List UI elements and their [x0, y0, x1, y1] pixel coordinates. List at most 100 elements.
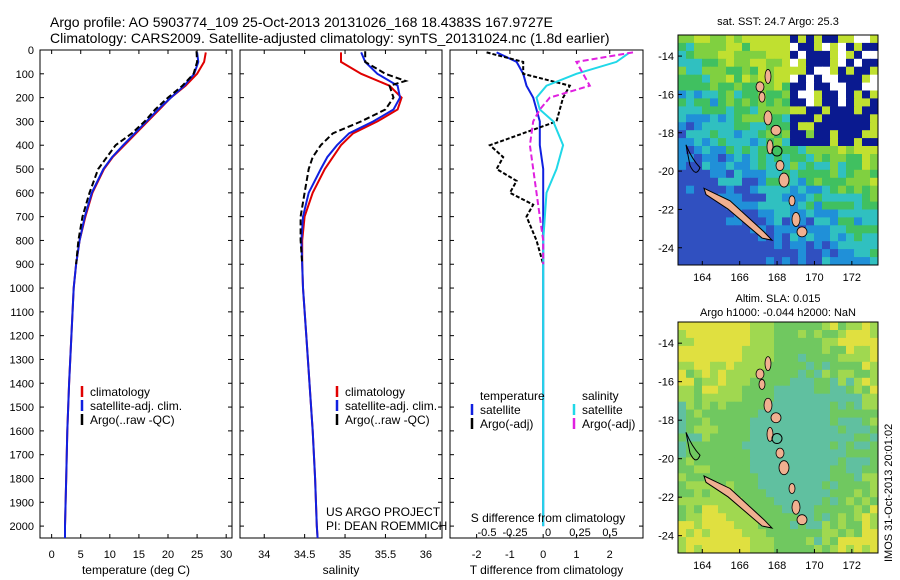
s-tick-label: 0 [545, 527, 551, 539]
legend-label: climatology [345, 385, 405, 399]
difference-profile-xlabel: T difference from climatology [470, 563, 624, 577]
lon-tick-label: 168 [768, 272, 786, 284]
series-salinity-argo-adj- [528, 51, 634, 265]
depth-tick-label: 0 [28, 45, 34, 57]
lat-tick-label: -20 [658, 166, 674, 178]
lon-tick-label: 164 [693, 272, 711, 284]
lat-tick-label: -14 [658, 338, 674, 350]
salinity-profile-frame [239, 49, 443, 539]
x-tick-label: 15 [133, 549, 145, 561]
lat-tick-label: -18 [658, 128, 674, 140]
depth-tick-label: 200 [16, 93, 34, 105]
lat-tick-label: -22 [658, 204, 674, 216]
legend-label: Argo(-adj) [480, 417, 533, 431]
island [791, 499, 801, 515]
lat-tick-label: -20 [658, 454, 674, 466]
depth-tick-label: 1700 [10, 450, 34, 462]
x-tick-label: 35 [339, 549, 351, 561]
lon-tick-label: 166 [731, 272, 749, 284]
depth-tick-label: 1800 [10, 473, 34, 485]
x-tick-label: 30 [220, 549, 232, 561]
lon-tick-label: 170 [805, 560, 823, 572]
lon-tick-label: 170 [805, 272, 823, 284]
sla-map-group [677, 321, 879, 554]
depth-tick-label: 1600 [10, 426, 34, 438]
s-tick-label: 0.25 [569, 527, 590, 539]
difference-xlabel-top: S difference from climatology [471, 511, 626, 525]
x-tick-label: 34 [258, 549, 270, 561]
legend-label: Argo(..raw -QC) [345, 413, 430, 427]
legend-label: satellite [582, 403, 623, 417]
island-new-caledonia [703, 187, 774, 241]
title-line-2: Climatology: CARS2009. Satellite-adjuste… [50, 30, 610, 46]
series-satellite-adj-clim- [64, 52, 200, 538]
annotation-line-2: PI: DEAN ROEMMICH [326, 519, 447, 533]
series-climatology [64, 52, 207, 538]
depth-tick-label: 1200 [10, 331, 34, 343]
lat-tick-label: -22 [658, 492, 674, 504]
depth-tick-label: 1500 [10, 402, 34, 414]
island [788, 483, 796, 494]
series-salinity-satellite [535, 51, 631, 527]
imos-timestamp-label: IMOS 31-Oct-2013 20:01:02 [883, 423, 895, 562]
series-temperature-satellite [496, 51, 545, 527]
depth-tick-label: 700 [16, 212, 34, 224]
lat-tick-label: -18 [658, 415, 674, 427]
island [764, 356, 772, 372]
x-tick-label: 1 [573, 549, 579, 561]
island [766, 426, 774, 442]
depth-tick-label: 500 [16, 164, 34, 176]
argo-position-marker [771, 433, 783, 445]
legend-label: satellite [480, 403, 521, 417]
island [755, 81, 765, 93]
depth-tick-label: 1100 [10, 307, 34, 319]
depth-tick-label: 2000 [10, 521, 34, 533]
x-tick-label: 0 [49, 549, 55, 561]
island [763, 397, 773, 413]
island [788, 195, 796, 207]
lon-tick-label: 164 [693, 560, 711, 572]
legend-label: satellite-adj. clim. [345, 399, 437, 413]
reef-outline [685, 144, 701, 173]
island [770, 412, 782, 424]
island [755, 368, 765, 380]
depth-tick-label: 600 [16, 188, 34, 200]
difference-profile-frame [449, 49, 644, 539]
depth-tick-label: 1900 [10, 497, 34, 509]
x-tick-label: 0 [540, 549, 546, 561]
island [791, 212, 801, 227]
legend-label: Argo(..raw -QC) [90, 413, 175, 427]
sla-map-title-2: Argo h1000: -0.044 h2000: NaN [700, 307, 856, 319]
x-tick-label: 36 [420, 549, 432, 561]
lon-tick-label: 168 [768, 560, 786, 572]
lon-tick-label: 166 [731, 560, 749, 572]
depth-tick-label: 100 [16, 69, 34, 81]
legend-header-temperature: temperature [480, 389, 545, 403]
temperature-profile-xlabel: temperature (deg C) [82, 563, 190, 577]
lat-tick-label: -16 [658, 89, 674, 101]
island [758, 379, 766, 390]
x-tick-label: 5 [78, 549, 84, 561]
s-tick-label: -0.25 [502, 527, 527, 539]
series-argo-raw-qc- [75, 51, 199, 265]
depth-tick-label: 1300 [10, 354, 34, 366]
lat-tick-label: -24 [658, 243, 674, 255]
island [796, 226, 808, 238]
series-argo-raw-qc- [299, 51, 409, 265]
island [763, 110, 773, 126]
island [778, 460, 790, 476]
x-tick-label: 35.5 [375, 549, 396, 561]
island [775, 447, 785, 459]
island [778, 172, 790, 188]
annotation-line-1: US ARGO PROJECT [326, 505, 441, 519]
x-tick-label: -1 [505, 549, 515, 561]
sla-map-title-1: Altim. SLA: 0.015 [736, 293, 821, 305]
island-new-caledonia [703, 475, 774, 529]
island [758, 91, 766, 103]
series-satellite-adj-clim- [300, 52, 402, 539]
x-tick-label: -2 [472, 549, 482, 561]
title-line-1: Argo profile: AO 5903774_109 25-Oct-2013… [50, 14, 553, 30]
depth-tick-label: 900 [16, 259, 34, 271]
depth-tick-label: 300 [16, 116, 34, 128]
series-temperature-argo-adj- [486, 51, 572, 265]
